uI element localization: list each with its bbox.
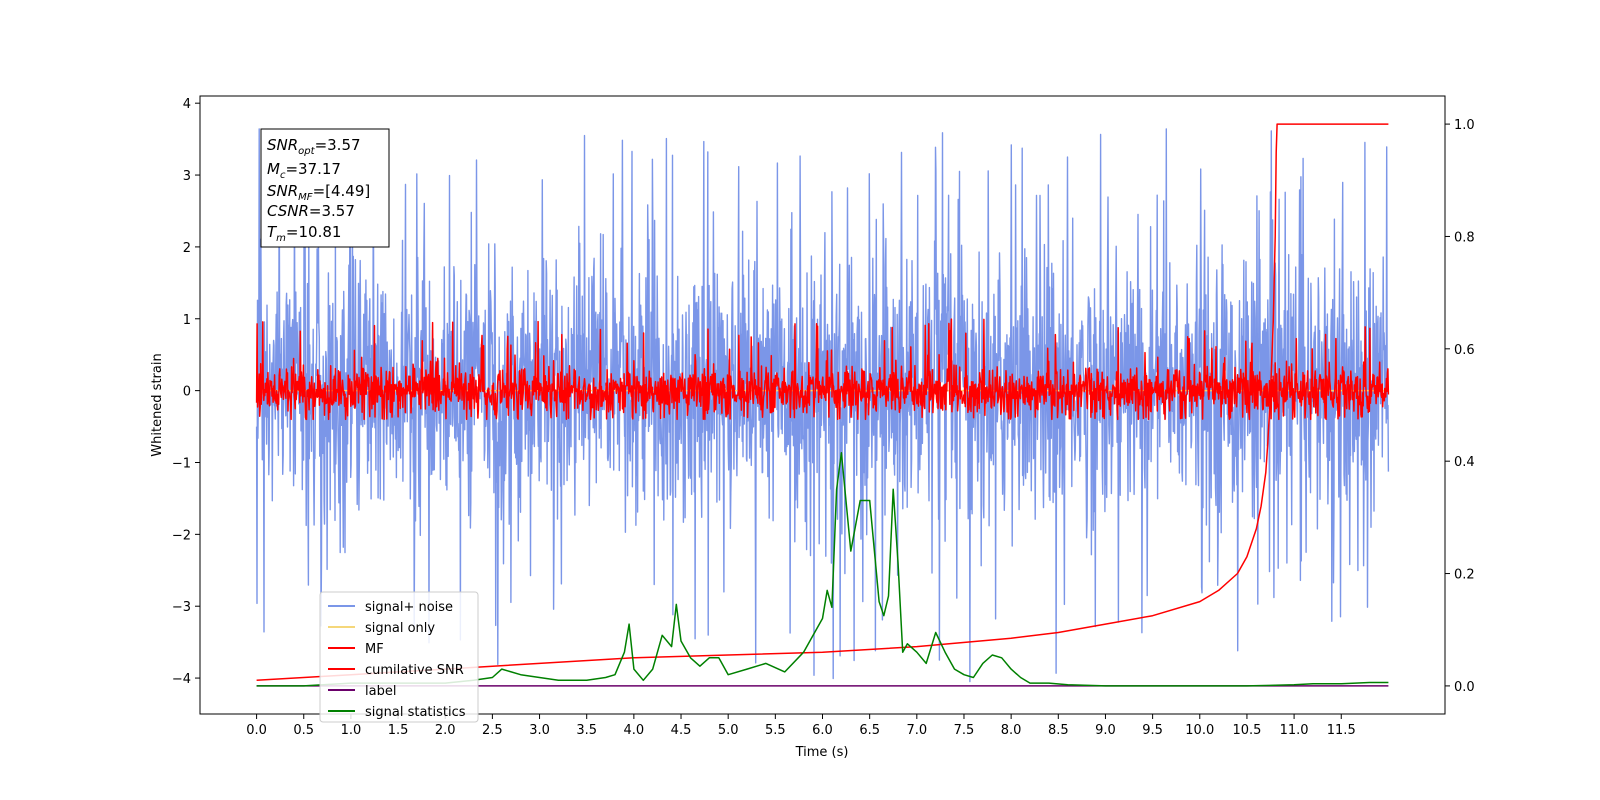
x-tick-label: 8.0 [1001, 723, 1022, 738]
y-left-tick-label: 3 [183, 169, 191, 184]
y-left-tick-label: −2 [172, 528, 191, 543]
legend-label: signal statistics [365, 705, 466, 720]
x-tick-label: 9.5 [1142, 723, 1163, 738]
x-tick-label: 7.0 [906, 723, 927, 738]
x-tick-label: 1.5 [388, 723, 409, 738]
y-right-tick-label: 1.0 [1454, 118, 1475, 133]
y-left-tick-label: −1 [172, 456, 191, 471]
y-left-tick-label: 1 [183, 313, 191, 328]
info-tm: Tm=10.81 [267, 223, 341, 244]
x-tick-label: 10.5 [1232, 723, 1261, 738]
x-tick-label: 0.0 [246, 723, 267, 738]
legend-label: MF [365, 642, 384, 657]
legend-label: signal only [365, 621, 435, 636]
y-left-tick-label: −4 [172, 672, 191, 687]
y-right-tick-label: 0.8 [1454, 230, 1475, 245]
legend-frame [319, 591, 479, 723]
y-axis-left: 4 3 2 1 0 −1 −2 −3 −4 [172, 97, 200, 687]
x-tick-label: 6.0 [812, 723, 833, 738]
series-line-mf [255, 318, 1390, 421]
x-tick-label: 11.5 [1327, 723, 1356, 738]
x-axis: 0.0 0.5 1.0 1.5 2.0 2.5 3.0 3.5 4.0 4.5 5.0 5.5 6.0 6… [246, 714, 1356, 738]
y-right-tick-label: 0.0 [1454, 680, 1475, 695]
y-left-tick-label: 4 [183, 97, 191, 112]
x-tick-label: 5.5 [765, 723, 786, 738]
legend-label: signal+ noise [365, 600, 453, 615]
x-tick-label: 0.5 [293, 723, 314, 738]
y-right-tick-label: 0.6 [1454, 343, 1475, 358]
legend-label: label [365, 684, 396, 699]
y-axis-right: 1.0 0.8 0.6 0.4 0.2 0.0 [1445, 118, 1475, 695]
info-csnr: CSNR=3.57 [267, 202, 355, 220]
info-snr-opt: SNRopt=3.57 [267, 136, 361, 157]
x-tick-label: 2.0 [435, 723, 456, 738]
y-right-tick-label: 0.4 [1454, 455, 1475, 470]
x-tick-label: 4.0 [624, 723, 645, 738]
x-tick-label: 7.5 [954, 723, 975, 738]
x-tick-label: 1.0 [341, 723, 362, 738]
x-axis-label: Time (s) [795, 745, 849, 760]
info-snr-mf: SNRMF=[4.49] [267, 182, 370, 203]
x-tick-label: 6.5 [859, 723, 880, 738]
x-tick-label: 3.5 [576, 723, 597, 738]
x-tick-label: 9.0 [1095, 723, 1116, 738]
y-axis-label: Whitened strain [150, 353, 165, 456]
y-left-tick-label: 0 [183, 385, 191, 400]
x-tick-label: 3.0 [529, 723, 550, 738]
legend: signal+ noise signal only MF cumilative SNR… [319, 591, 479, 723]
x-tick-label: 4.5 [671, 723, 692, 738]
legend-label: cumilative SNR [365, 663, 464, 678]
info-box-frame [260, 128, 390, 248]
series-line-signal-statistics [256, 452, 1389, 687]
x-tick-label: 5.0 [718, 723, 739, 738]
info-mc: Mc=37.17 [267, 160, 341, 181]
y-left-tick-label: 2 [183, 241, 191, 256]
x-tick-label: 2.5 [482, 723, 503, 738]
info-box: SNRopt=3.57 Mc=37.17 SNRMF=[4.49] CSNR=3… [260, 128, 390, 248]
x-tick-label: 10.0 [1185, 723, 1214, 738]
series-line-cumilative-snr [256, 123, 1389, 682]
y-right-tick-label: 0.2 [1454, 568, 1475, 583]
x-tick-label: 8.5 [1048, 723, 1069, 738]
x-tick-label: 11.0 [1280, 723, 1309, 738]
y-left-tick-label: −3 [172, 600, 191, 615]
